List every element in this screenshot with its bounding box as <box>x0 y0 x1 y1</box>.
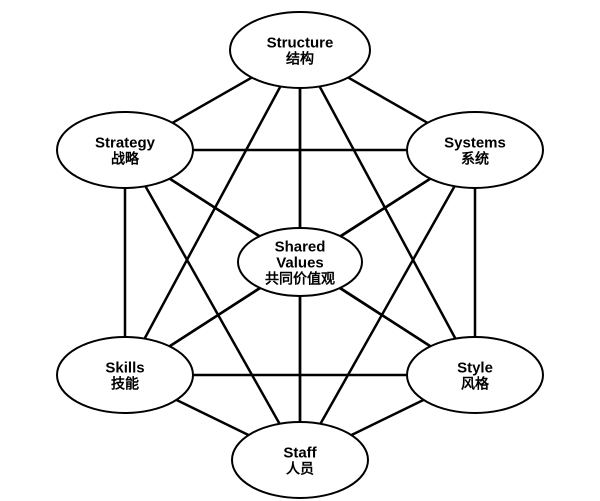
node-label-en-staff: Staff <box>283 444 317 461</box>
node-label-en-shared_values-0: Shared <box>275 238 326 255</box>
node-label-zh-skills: 技能 <box>111 376 139 392</box>
node-label-zh-strategy: 战略 <box>111 151 140 167</box>
edge-shared_values-style <box>340 288 430 346</box>
node-label-en-skills: Skills <box>105 359 144 376</box>
node-label-en-structure: Structure <box>267 34 334 51</box>
node-label-zh-staff: 人员 <box>286 461 314 477</box>
node-style: Style风格 <box>407 337 543 413</box>
node-systems: Systems系统 <box>407 112 543 188</box>
node-staff: Staff人员 <box>232 422 368 498</box>
node-skills: Skills技能 <box>57 337 193 413</box>
node-label-zh-shared_values: 共同价值观 <box>265 271 335 287</box>
node-label-zh-style: 风格 <box>461 376 490 392</box>
node-label-en-style: Style <box>457 359 493 376</box>
edge-shared_values-skills <box>170 288 260 346</box>
node-label-en-strategy: Strategy <box>95 134 156 151</box>
node-label-en-shared_values-1: Values <box>276 254 324 271</box>
node-strategy: Strategy战略 <box>57 112 193 188</box>
edge-style-staff <box>351 400 423 435</box>
node-label-zh-systems: 系统 <box>461 151 489 167</box>
edge-structure-systems <box>348 78 427 123</box>
node-label-zh-structure: 结构 <box>286 51 314 67</box>
seven-s-diagram: Structure结构 Strategy战略 Systems系统 SharedValu… <box>0 0 600 501</box>
edge-structure-strategy <box>173 78 252 123</box>
node-label-en-systems: Systems <box>444 134 506 151</box>
node-shared_values: SharedValues共同价值观 <box>238 228 362 296</box>
node-structure: Structure结构 <box>230 12 370 88</box>
nodes-layer: Structure结构 Strategy战略 Systems系统 SharedValu… <box>57 12 543 498</box>
edge-skills-staff <box>176 400 248 435</box>
